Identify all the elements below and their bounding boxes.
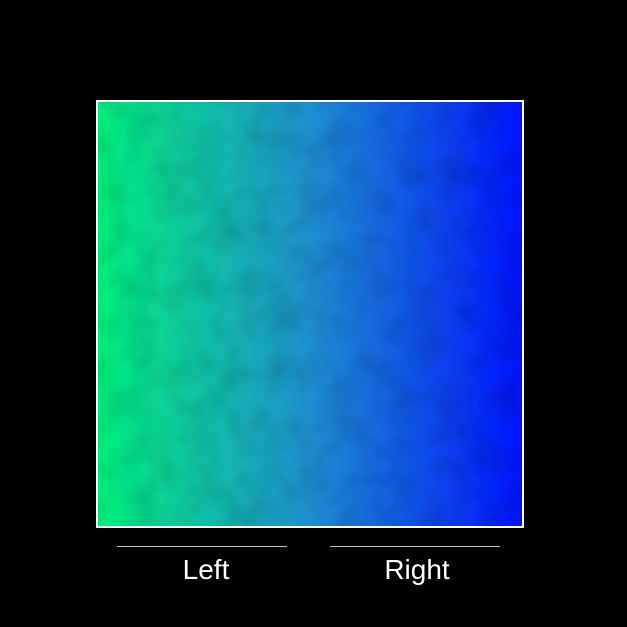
gradient-image — [98, 102, 522, 526]
left-divider — [117, 546, 287, 547]
right-label: Right — [384, 554, 450, 585]
left-label: Left — [182, 554, 230, 585]
noisy-gradient-square — [96, 100, 524, 528]
right-divider — [330, 546, 500, 547]
